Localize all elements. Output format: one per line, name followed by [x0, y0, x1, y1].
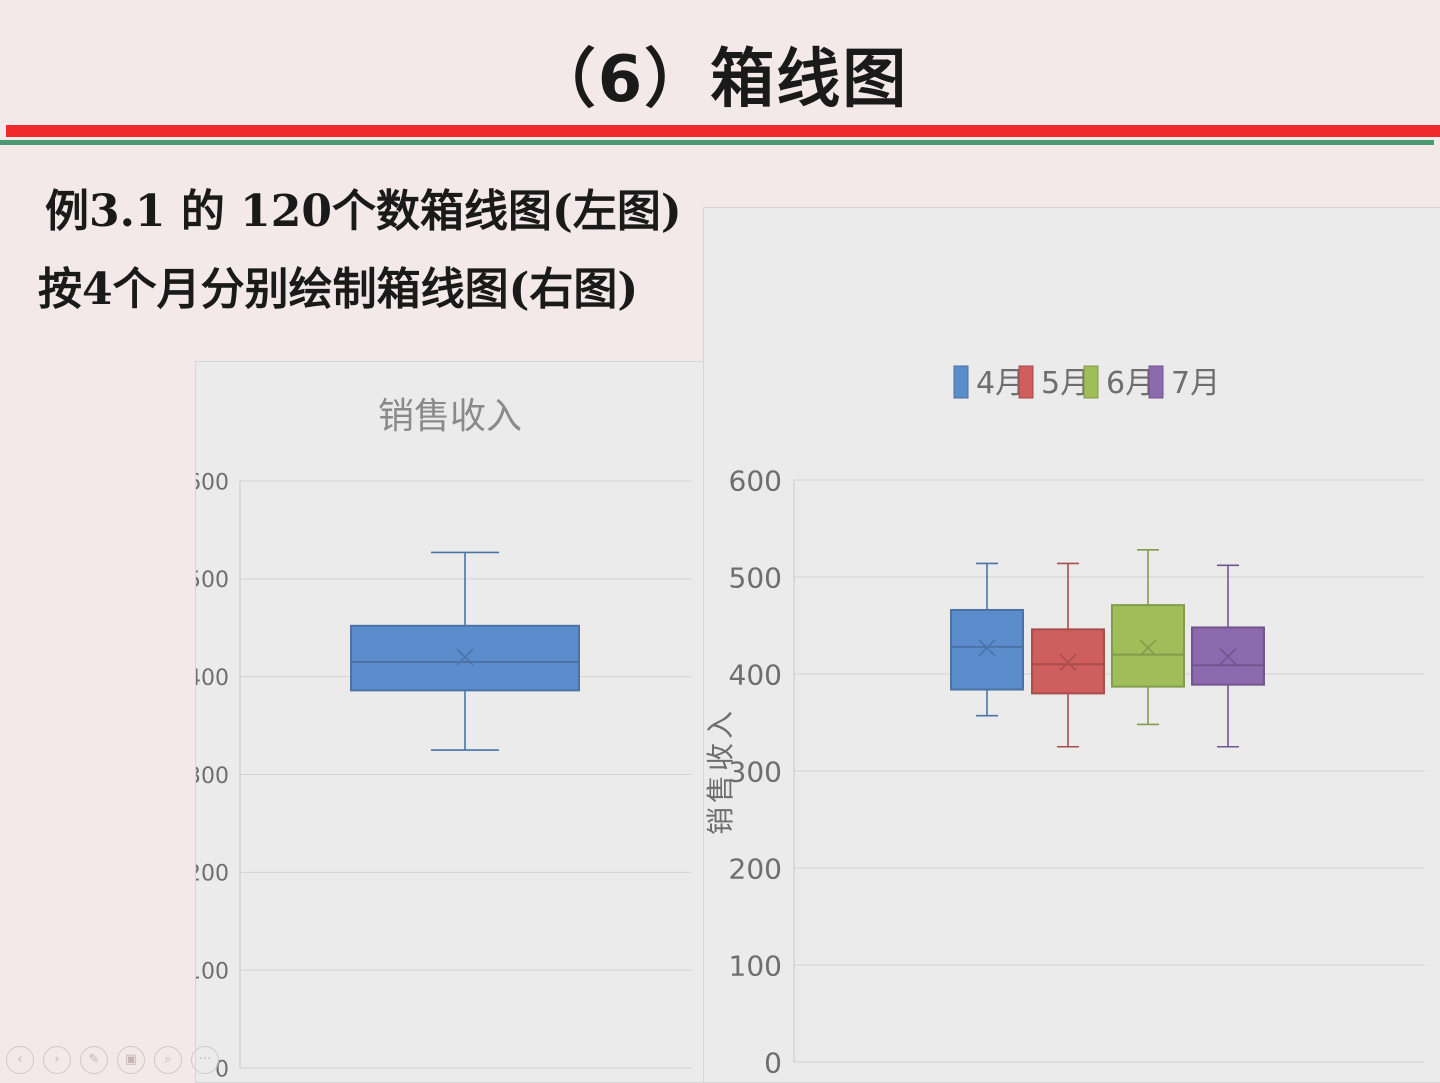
right-boxplot-panel: 0 100 200 300 400 500 600 销售收入 4月 5月 6月 7月	[703, 207, 1440, 1083]
y-tick-label: 200	[196, 862, 229, 887]
more-icon[interactable]: ···	[191, 1046, 219, 1074]
legend-swatch	[1148, 365, 1164, 399]
chart-title: 销售收入	[378, 396, 522, 437]
mean-marker	[456, 648, 474, 666]
mean-marker	[1059, 653, 1077, 671]
legend-label: 6月	[1106, 366, 1155, 401]
y-tick-label: 500	[729, 562, 782, 595]
next-icon[interactable]: ›	[43, 1046, 71, 1074]
y-tick-label: 600	[729, 465, 782, 498]
mean-marker	[1139, 639, 1157, 657]
y-tick-label: 400	[729, 659, 782, 692]
y-tick-label: 300	[729, 756, 782, 789]
description-line-2: 按4个月分别绘制箱线图(右图)	[38, 264, 639, 315]
y-tick-label: 500	[196, 568, 229, 593]
title-divider-green	[0, 140, 1434, 145]
y-tick-label: 200	[729, 853, 782, 886]
legend-label: 4月	[976, 366, 1025, 401]
description-line-1: 例3.1 的 120个数箱线图(左图)	[45, 186, 682, 237]
y-tick-label: 400	[196, 666, 229, 691]
legend-label: 7月	[1171, 366, 1220, 401]
slide-title: （6）箱线图	[531, 43, 909, 117]
legend-swatch	[1018, 365, 1034, 399]
slides-icon[interactable]: ▣	[117, 1046, 145, 1074]
y-tick-label: 300	[196, 764, 229, 789]
y-tick-label: 100	[196, 960, 229, 985]
prev-icon[interactable]: ‹	[6, 1046, 34, 1074]
mean-marker	[978, 639, 996, 657]
legend-swatch	[953, 365, 969, 399]
y-tick-label: 600	[196, 470, 229, 495]
presentation-toolbar: ‹ › ✎ ▣ ⌕ ···	[6, 1046, 219, 1076]
pen-icon[interactable]: ✎	[80, 1046, 108, 1074]
y-axis-title: 销售收入	[704, 707, 737, 835]
title-divider-red	[6, 125, 1440, 137]
legend-swatch	[1083, 365, 1099, 399]
legend-label: 5月	[1041, 366, 1090, 401]
y-tick-label: 0	[764, 1047, 782, 1080]
zoom-icon[interactable]: ⌕	[154, 1046, 182, 1074]
right-boxplot-chart: 0 100 200 300 400 500 600 销售收入 4月 5月 6月 7月	[704, 365, 1425, 1080]
box-iqr	[1111, 604, 1185, 688]
mean-marker	[1219, 647, 1237, 666]
box-iqr	[950, 608, 1024, 691]
y-tick-label: 100	[729, 950, 782, 983]
